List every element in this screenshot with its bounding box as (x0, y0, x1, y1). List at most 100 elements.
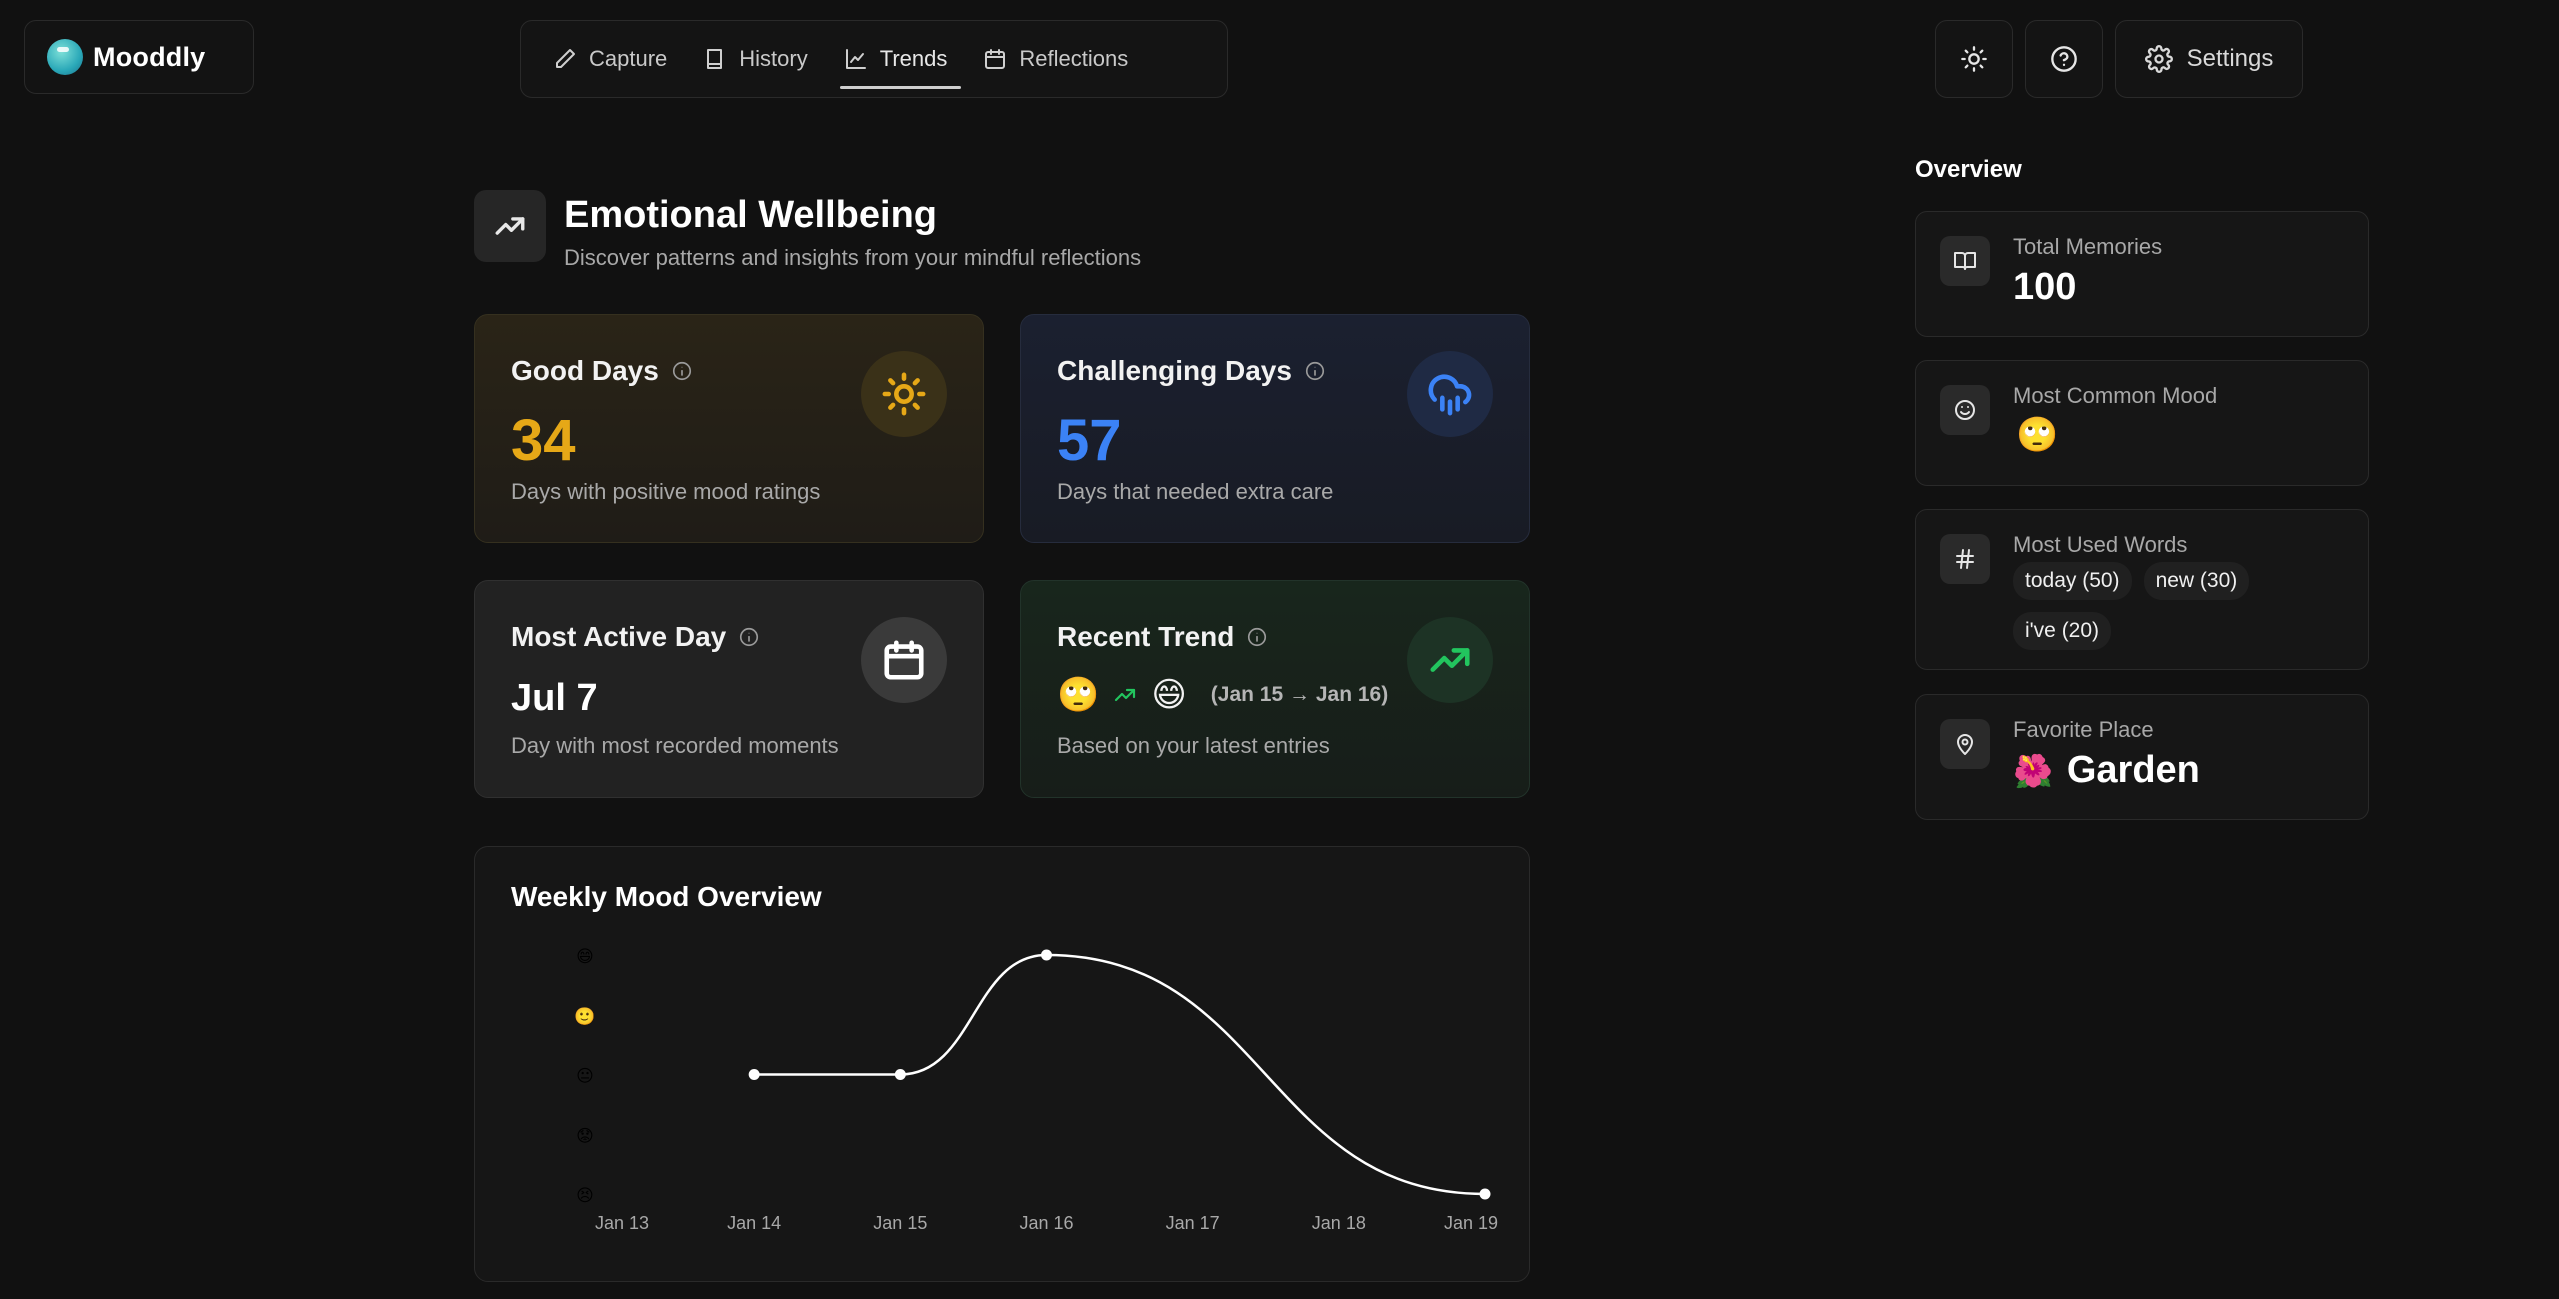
sun-icon (1961, 46, 1987, 72)
recent-trend-title-row: Recent Trend (1057, 621, 1268, 653)
tab-reflections[interactable]: Reflections (969, 29, 1142, 89)
book-icon (707, 49, 723, 69)
y-tick-label: 😣 (576, 1186, 594, 1206)
main-nav: Capture History Trends Reflections (520, 20, 1228, 98)
x-tick-label: Jan 14 (727, 1213, 781, 1233)
trending-up-icon (474, 190, 546, 262)
settings-button[interactable]: Settings (2115, 20, 2303, 98)
most-active-day-card: Most Active Day Jul 7 Day with most reco… (474, 580, 984, 798)
info-icon[interactable] (1304, 360, 1326, 382)
mood-data-point[interactable] (1041, 949, 1052, 961)
calendar-icon (985, 49, 1006, 69)
tab-reflections-label: Reflections (1019, 46, 1129, 71)
hash-icon (1940, 534, 1990, 584)
good-days-value: 34 (511, 408, 576, 473)
weekly-mood-chart: 😣 😟 😐 🙂 😄 Jan 13 Jan 14 Jan 15 Jan 16 Jan 17 Jan 1… (574, 947, 1498, 1233)
sun-icon (882, 372, 926, 416)
word-chip: new (30) (2143, 562, 2250, 600)
line-chart-icon (845, 49, 866, 69)
mood-data-point[interactable] (894, 1069, 906, 1080)
y-tick-label: 😟 (576, 1126, 594, 1146)
word-chips: today (50) new (30) i've (20) (2013, 562, 2353, 650)
trending-up-icon (1115, 688, 1136, 702)
most-active-day-title-row: Most Active Day (511, 621, 760, 653)
recent-trend-desc: Based on your latest entries (1057, 733, 1330, 758)
logo-icon (47, 39, 83, 75)
challenging-days-desc: Days that needed extra care (1057, 479, 1334, 504)
good-days-title-row: Good Days (511, 355, 693, 387)
most-active-day-desc: Day with most recorded moments (511, 733, 839, 758)
x-tick-label: Jan 17 (1166, 1213, 1220, 1233)
most-common-mood-value: 🙄 (2016, 415, 2059, 455)
smile-icon (1940, 385, 1990, 435)
favorite-place-value: Garden (2066, 749, 2200, 791)
trend-to-emoji: 😄 (1151, 675, 1187, 715)
page-subtitle: Discover patterns and insights from your… (564, 245, 1142, 270)
app-logo[interactable]: Mooddly (24, 20, 254, 94)
x-tick-label: Jan 18 (1312, 1213, 1366, 1233)
tab-history[interactable]: History (689, 29, 821, 89)
most-common-mood-label: Most Common Mood (2013, 383, 2218, 408)
tab-capture[interactable]: Capture (539, 29, 681, 89)
total-memories-card: Total Memories 100 (1915, 211, 2369, 337)
calendar-badge (861, 617, 947, 703)
challenging-days-title-row: Challenging Days (1057, 355, 1326, 387)
challenging-days-card: Challenging Days 57 Days that needed ext… (1020, 314, 1530, 543)
top-bar: Mooddly Capture History Trends Reflectio… (0, 0, 2559, 110)
total-memories-value: 100 (2013, 266, 2077, 308)
favorite-place-label: Favorite Place (2013, 717, 2154, 742)
x-tick-label: Jan 13 (595, 1213, 649, 1233)
tab-history-label: History (739, 46, 808, 71)
info-icon[interactable] (671, 360, 693, 382)
recent-trend-card: Recent Trend 🙄 😄 (Jan 15 → Jan 16) Based… (1020, 580, 1530, 798)
help-button[interactable] (2025, 20, 2103, 98)
trend-badge (1407, 617, 1493, 703)
total-memories-label: Total Memories (2013, 234, 2163, 259)
most-used-words-label: Most Used Words (2013, 532, 2188, 557)
tab-capture-label: Capture (589, 46, 668, 71)
good-days-card: Good Days 34 Days with positive mood rat… (474, 314, 984, 543)
trend-from-emoji: 🙄 (1057, 675, 1100, 715)
x-tick-label: Jan 16 (1019, 1213, 1073, 1233)
y-tick-label: 😐 (576, 1067, 594, 1087)
x-tick-label: Jan 19 (1444, 1213, 1498, 1233)
good-days-desc: Days with positive mood ratings (511, 479, 821, 504)
trend-range: (Jan 15 → Jan 16) (1210, 683, 1389, 706)
favorite-place-card: Favorite Place 🌺 Garden (1915, 694, 2369, 820)
theme-toggle-button[interactable] (1935, 20, 2013, 98)
challenging-days-title: Challenging Days (1057, 355, 1292, 386)
info-icon[interactable] (738, 626, 760, 648)
app-name: Mooddly (93, 41, 206, 72)
mood-data-point[interactable] (748, 1069, 760, 1080)
favorite-place-emoji: 🌺 (2013, 751, 2053, 790)
settings-label: Settings (2186, 45, 2274, 72)
most-active-day-value: Jul 7 (511, 677, 598, 719)
calendar-icon (884, 640, 924, 680)
most-used-words-card: Most Used Words today (50) new (30) i've… (1915, 509, 2369, 670)
word-chip: i've (20) (2013, 612, 2112, 650)
tab-trends[interactable]: Trends (830, 29, 962, 89)
info-icon[interactable] (1246, 626, 1268, 648)
x-tick-label: Jan 15 (873, 1213, 927, 1233)
mood-data-point[interactable] (1479, 1188, 1491, 1200)
book-open-icon (1940, 236, 1990, 286)
cloud-rain-icon (1428, 374, 1472, 416)
sun-badge (861, 351, 947, 437)
most-common-mood-card: Most Common Mood 🙄 (1915, 360, 2369, 486)
challenging-days-value: 57 (1057, 408, 1122, 473)
weekly-mood-chart-card: Weekly Mood Overview 😣 😟 😐 🙂 😄 Jan 13 Jan 14 Ja… (474, 846, 1530, 1282)
map-pin-icon (1940, 719, 1990, 769)
y-tick-label: 🙂 (574, 1007, 595, 1027)
page-header: Emotional Wellbeing Discover patterns an… (474, 190, 1141, 271)
favorite-place-row: 🌺 Garden (2013, 749, 2200, 792)
good-days-title: Good Days (511, 355, 659, 386)
overview-title: Overview (1915, 156, 2022, 183)
most-active-day-title: Most Active Day (511, 621, 727, 652)
mood-series-line (754, 953, 1486, 1196)
gear-icon (2144, 45, 2173, 73)
tab-trends-label: Trends (879, 46, 948, 71)
chart-title: Weekly Mood Overview (511, 881, 822, 912)
pencil-icon (556, 49, 575, 68)
word-chip: today (50) (2013, 562, 2132, 600)
page-title: Emotional Wellbeing (564, 194, 937, 236)
